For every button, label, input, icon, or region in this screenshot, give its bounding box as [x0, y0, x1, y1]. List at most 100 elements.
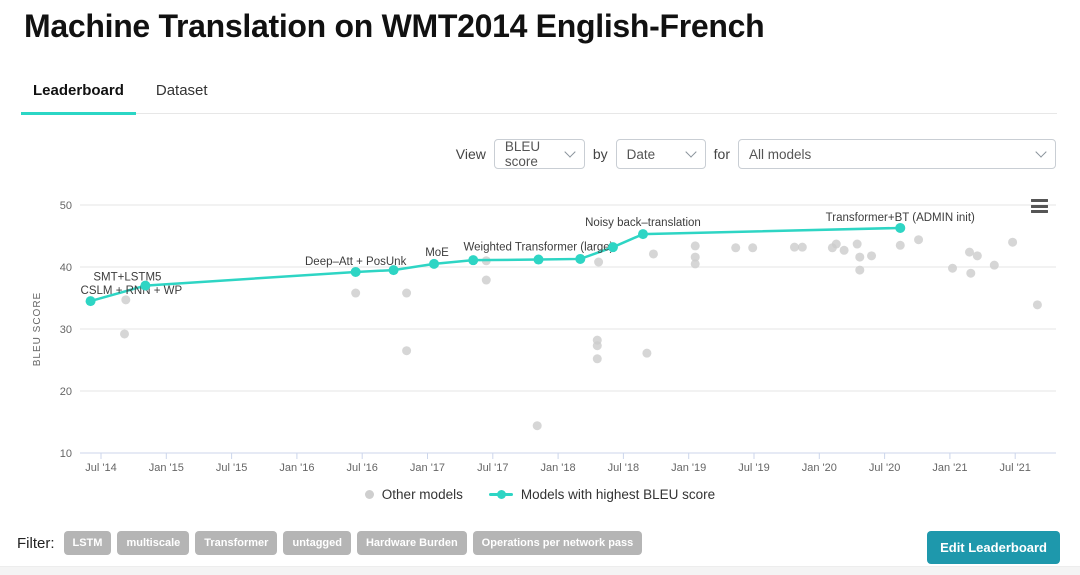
x-tick-label: Jan '17 — [410, 462, 445, 474]
other-model-point[interactable] — [914, 235, 924, 245]
other-model-point[interactable] — [481, 275, 491, 285]
milestone-label: Transformer+BT (ADMIN init) — [826, 212, 975, 224]
filter-tag-hardware-burden[interactable]: Hardware Burden — [356, 531, 467, 555]
hamburger-icon — [1031, 210, 1048, 213]
axis-select[interactable]: Date — [615, 139, 706, 169]
x-tick-label: Jul '20 — [869, 462, 900, 474]
milestone-point[interactable] — [85, 296, 96, 307]
y-axis-title: BLEU SCORE — [32, 292, 43, 366]
milestone-point[interactable] — [388, 265, 399, 276]
other-model-point[interactable] — [895, 240, 905, 250]
milestone-point[interactable] — [637, 229, 648, 240]
by-label: by — [592, 146, 608, 162]
x-tick-label: Jan '15 — [149, 462, 184, 474]
other-model-point[interactable] — [748, 243, 758, 253]
page-section-divider — [0, 566, 1080, 575]
x-tick-label: Jul '19 — [738, 462, 769, 474]
other-model-point[interactable] — [867, 251, 877, 261]
other-model-point[interactable] — [121, 295, 131, 305]
milestone-label: Deep–Att + PosUnk — [305, 256, 407, 268]
other-model-point[interactable] — [855, 265, 865, 275]
x-tick-label: Jan '18 — [541, 462, 576, 474]
other-model-point[interactable] — [642, 348, 652, 358]
other-model-point[interactable] — [831, 239, 841, 249]
milestone-label: Noisy back–translation — [585, 217, 701, 229]
chart-menu-button[interactable] — [1031, 199, 1048, 213]
axis-select-value: Date — [626, 146, 656, 162]
filter-tag-transformer[interactable]: Transformer — [195, 531, 278, 555]
y-tick-label: 10 — [60, 448, 72, 460]
tab-bar: Leaderboard Dataset — [21, 82, 220, 115]
hamburger-icon — [1031, 199, 1048, 202]
other-model-point[interactable] — [351, 288, 361, 298]
view-controls: View BLEU score by Date for All models — [456, 139, 1056, 169]
filter-tag-operations-per-network-pass[interactable]: Operations per network pass — [472, 531, 643, 555]
other-model-point[interactable] — [855, 252, 865, 262]
filter-tag-lstm[interactable]: LSTM — [63, 531, 112, 555]
milestone-label: Weighted Transformer (large) — [464, 242, 614, 254]
tab-dataset[interactable]: Dataset — [144, 82, 220, 115]
tab-divider — [21, 113, 1057, 114]
milestone-point[interactable] — [533, 254, 544, 265]
tab-leaderboard[interactable]: Leaderboard — [21, 82, 136, 115]
other-model-point[interactable] — [592, 354, 602, 364]
chart-legend: Other models Models with highest BLEU sc… — [0, 487, 1080, 502]
other-model-point[interactable] — [690, 259, 700, 269]
other-model-point[interactable] — [989, 260, 999, 270]
filter-tag-multiscale[interactable]: multiscale — [117, 531, 190, 555]
metric-select[interactable]: BLEU score — [493, 139, 585, 169]
y-tick-label: 20 — [60, 386, 72, 398]
other-model-point[interactable] — [402, 288, 412, 298]
filter-tag-untagged[interactable]: untagged — [283, 531, 351, 555]
other-model-point[interactable] — [789, 242, 799, 252]
other-model-point[interactable] — [402, 346, 412, 356]
milestone-label: CSLM + RNN + WP — [81, 285, 183, 297]
edit-leaderboard-button[interactable]: Edit Leaderboard — [927, 531, 1060, 564]
chevron-down-icon — [1035, 146, 1047, 158]
milestone-point[interactable] — [607, 242, 618, 253]
gray-dot-icon — [364, 490, 374, 499]
other-model-point[interactable] — [972, 251, 982, 261]
other-model-point[interactable] — [948, 263, 958, 273]
other-model-point[interactable] — [964, 247, 974, 257]
milestone-point[interactable] — [140, 280, 151, 291]
other-model-point[interactable] — [690, 241, 700, 251]
view-label: View — [455, 146, 486, 162]
other-model-point[interactable] — [966, 268, 976, 278]
x-tick-label: Jan '20 — [802, 462, 837, 474]
x-tick-label: Jan '21 — [932, 462, 967, 474]
milestone-point[interactable] — [429, 258, 440, 269]
filter-label: Filter: — [17, 534, 55, 552]
milestone-point[interactable] — [575, 253, 586, 264]
other-model-point[interactable] — [592, 341, 602, 351]
x-tick-label: Jul '15 — [216, 462, 247, 474]
other-model-point[interactable] — [852, 239, 862, 249]
legend-other-models[interactable]: Other models — [364, 487, 463, 502]
x-tick-label: Jul '21 — [999, 462, 1030, 474]
milestone-point[interactable] — [350, 266, 361, 277]
other-model-point[interactable] — [797, 242, 807, 252]
bleu-score-chart: 10 20 30 40 50 BLEU SCORE Jul '14 Jan '15 Jul '1… — [32, 200, 1056, 474]
milestone-point[interactable] — [895, 222, 906, 233]
legend-highest-bleu[interactable]: Models with highest BLEU score — [488, 487, 716, 502]
other-model-point[interactable] — [532, 421, 542, 431]
models-select[interactable]: All models — [738, 139, 1056, 169]
y-tick-label: 40 — [60, 262, 72, 274]
other-model-point[interactable] — [1008, 237, 1018, 247]
y-tick-label: 50 — [60, 200, 72, 212]
other-model-point[interactable] — [839, 245, 849, 255]
other-model-point[interactable] — [120, 329, 130, 339]
other-model-point[interactable] — [594, 257, 604, 267]
x-tick-label: Jul '18 — [608, 462, 639, 474]
milestone-point[interactable] — [468, 255, 479, 266]
other-model-point[interactable] — [648, 249, 658, 259]
other-model-point[interactable] — [731, 243, 741, 253]
other-model-point[interactable] — [1032, 300, 1042, 310]
y-tick-label: 30 — [60, 324, 72, 336]
other-model-point[interactable] — [690, 252, 700, 262]
x-tick-label: Jul '16 — [346, 462, 377, 474]
milestone-label: SMT+LSTM5 — [93, 272, 161, 284]
legend-highest-bleu-label: Models with highest BLEU score — [520, 487, 716, 502]
legend-other-models-label: Other models — [381, 487, 463, 502]
x-tick-label: Jul '17 — [477, 462, 508, 474]
